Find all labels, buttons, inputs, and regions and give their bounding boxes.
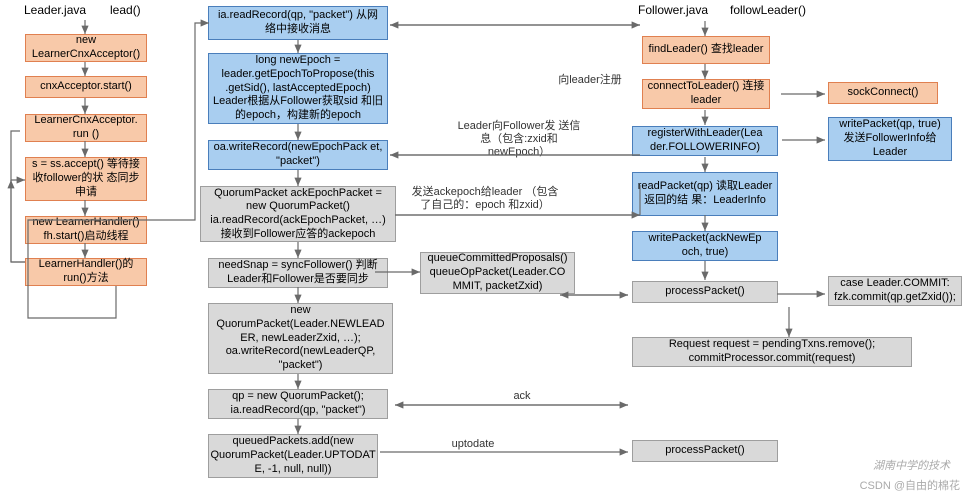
node-read-record: ia.readRecord(qp, "packet") 从网络中接收消息	[208, 6, 388, 40]
edge-ack: ack	[502, 390, 542, 403]
node-find-leader: findLeader() 查找leader	[642, 36, 770, 64]
node-learner-cnx-acceptor-run: LearnerCnxAcceptor. run ()	[25, 114, 147, 142]
node-queue-committed: queueCommittedProposals() queueOpPacket(…	[420, 252, 575, 294]
leader-file-label: Leader.java	[24, 3, 86, 17]
node-sync-follower: needSnap = syncFollower() 判断Leader和Follo…	[208, 258, 388, 288]
follower-file-label: Follower.java	[638, 3, 708, 17]
node-sock-connect: sockConnect()	[828, 82, 938, 104]
node-get-epoch-to-propose: long newEpoch = leader.getEpochToPropose…	[208, 53, 388, 124]
edge-send-ackepoch: 发送ackepoch给leader （包含了自己的：epoch 和zxid）	[410, 186, 560, 212]
node-new-learner-handler: new LearnerHandler() fh.start()启动线程	[25, 216, 147, 244]
node-commit-processor: Request request = pendingTxns.remove(); …	[632, 337, 912, 367]
watermark-2: CSDN @自由的棉花	[860, 477, 960, 493]
watermark-1: 湖南中学的技术	[873, 457, 950, 473]
node-ss-accept: s = ss.accept() 等待接收follower的状 态同步申请	[25, 157, 147, 201]
edge-uptodate: uptodate	[438, 438, 508, 451]
node-process-packet-1: processPacket()	[632, 281, 778, 303]
node-case-commit: case Leader.COMMIT: fzk.commit(qp.getZxi…	[828, 276, 962, 306]
node-cnx-acceptor-start: cnxAcceptor.start()	[25, 76, 147, 98]
node-register-with-leader: registerWithLeader(Lea der.FOLLOWERINFO)	[632, 126, 778, 156]
node-queued-packets-add: queuedPackets.add(new QuorumPacket(Leade…	[208, 434, 378, 478]
node-learner-handler-run: LearnerHandler()的 run()方法	[25, 258, 147, 286]
follow-fn-label: followLeader()	[730, 3, 806, 17]
node-write-packet-ack-new-epoch: writePacket(ackNewEp och, true)	[632, 231, 778, 261]
node-new-leader-packet: new QuorumPacket(Leader.NEWLEAD ER, newL…	[208, 303, 393, 374]
node-read-packet: readPacket(qp) 读取Leader返回的结 果：LeaderInfo	[632, 172, 778, 216]
edge-leader-send: Leader向Follower发 送信息（包含:zxid和 newEpoch）	[454, 120, 584, 160]
node-write-record-newepoch: oa.writeRecord(newEpochPack et, "packet"…	[208, 140, 388, 170]
edge-register: 向leader注册	[545, 74, 635, 87]
node-read-record-qp: qp = new QuorumPacket(); ia.readRecord(q…	[208, 389, 388, 419]
node-connect-to-leader: connectToLeader() 连接leader	[642, 79, 770, 109]
node-write-packet-follower-info: writePacket(qp, true) 发送FollowerInfo给 Le…	[828, 117, 952, 161]
lead-fn-label: lead()	[110, 3, 141, 17]
node-process-packet-2: processPacket()	[632, 440, 778, 462]
node-learner-cnx-acceptor: new LearnerCnxAcceptor()	[25, 34, 147, 62]
node-ack-epoch-packet: QuorumPacket ackEpochPacket = new Quorum…	[200, 186, 396, 242]
